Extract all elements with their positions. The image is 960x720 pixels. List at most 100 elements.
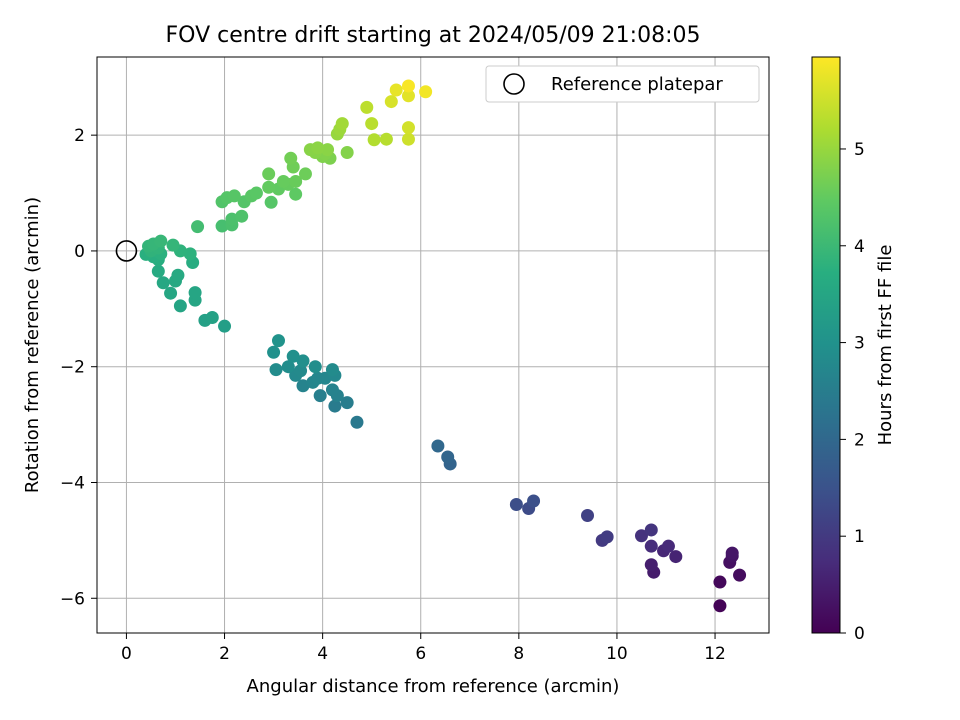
data-point [225, 212, 239, 226]
data-point [379, 132, 393, 146]
colorbar-tick-label: 4 [854, 237, 865, 257]
data-point [335, 117, 349, 131]
data-point [269, 363, 283, 377]
colorbar-label: Hours from first FF file [875, 245, 896, 446]
data-point [298, 167, 312, 181]
data-point [634, 529, 648, 543]
data-point [173, 299, 187, 313]
x-tick-label: 4 [317, 644, 328, 664]
y-tick-label: 0 [74, 242, 85, 262]
data-point [215, 219, 229, 233]
data-point [262, 167, 276, 181]
colorbar-ticks: 0 1 2 3 4 5 [840, 140, 865, 644]
data-point [644, 558, 658, 572]
data-point [340, 396, 354, 410]
data-point [401, 121, 415, 135]
data-point [600, 530, 614, 544]
chart-title: FOV centre drift starting at 2024/05/09 … [166, 23, 701, 48]
data-point [340, 146, 354, 160]
data-point [171, 268, 185, 282]
x-axis-label: Angular distance from reference (arcmin) [247, 676, 620, 697]
colorbar-tick-label: 0 [854, 624, 865, 644]
colorbar-tick-label: 3 [854, 334, 865, 354]
data-point [249, 186, 263, 200]
data-point [183, 247, 197, 261]
data-point [271, 334, 285, 348]
legend: Reference platepar [485, 65, 760, 103]
data-point [328, 399, 342, 413]
data-point [325, 383, 339, 397]
data-point [154, 234, 168, 248]
data-point [644, 523, 658, 537]
data-point [191, 220, 205, 234]
data-point [166, 238, 180, 252]
colorbar-tick-label: 2 [854, 430, 865, 450]
data-point [713, 575, 727, 589]
y-tick-label: −4 [60, 473, 85, 493]
data-point [156, 276, 170, 290]
reference-platepar-marker [115, 240, 138, 262]
data-point [311, 371, 325, 385]
data-point [350, 415, 364, 429]
data-point [581, 508, 595, 522]
data-point [235, 209, 249, 223]
data-point [218, 319, 232, 333]
data-point [441, 450, 455, 464]
colorbar-gradient [811, 56, 841, 634]
data-point [725, 546, 739, 560]
data-point [151, 264, 165, 278]
plot-frame [96, 56, 770, 634]
data-point [308, 360, 322, 374]
data-point [325, 363, 339, 377]
data-point [389, 83, 403, 97]
data-point [401, 79, 415, 93]
data-point [294, 364, 308, 378]
data-point [296, 354, 310, 368]
legend-entry-reference: Reference platepar [551, 74, 723, 95]
data-point [284, 151, 298, 165]
data-point [164, 286, 178, 300]
x-tick-label: 6 [415, 644, 426, 664]
data-point [262, 180, 276, 194]
data-point [527, 494, 541, 508]
data-point [365, 117, 379, 131]
x-tick-label: 12 [704, 644, 726, 664]
data-point [276, 174, 290, 188]
data-point [360, 100, 374, 114]
data-point [289, 174, 303, 188]
data-point [401, 132, 415, 146]
data-point [644, 539, 658, 553]
data-point [267, 345, 281, 359]
y-tick-label: −6 [60, 589, 85, 609]
data-point [227, 189, 241, 203]
data-point [419, 85, 433, 99]
x-axis-ticks: 0 2 4 6 8 10 12 [121, 633, 726, 664]
x-tick-label: 2 [219, 644, 230, 664]
data-points [139, 79, 747, 613]
data-point [384, 95, 398, 109]
data-point [286, 349, 300, 363]
data-point [401, 89, 415, 103]
x-tick-label: 0 [121, 644, 132, 664]
data-point [281, 360, 295, 374]
colorbar-tick-label: 1 [854, 527, 865, 547]
legend-marker-icon [503, 73, 525, 95]
data-point [264, 195, 278, 209]
y-tick-label: 2 [74, 126, 85, 146]
data-point [367, 133, 381, 147]
legend-frame [485, 65, 760, 103]
data-point [661, 539, 675, 553]
x-tick-label: 8 [513, 644, 524, 664]
y-axis-label: Rotation from reference (arcmin) [22, 197, 43, 493]
data-point [713, 599, 727, 613]
colorbar: 0 1 2 3 4 5 Hours from first FF file [811, 56, 896, 644]
data-point [289, 187, 303, 201]
data-point [311, 141, 325, 155]
data-point [733, 568, 747, 582]
data-point [321, 143, 335, 157]
data-point [313, 389, 327, 403]
data-point [669, 550, 683, 564]
y-axis-ticks: −6 −4 −2 0 2 [60, 126, 97, 609]
data-point [296, 379, 310, 393]
